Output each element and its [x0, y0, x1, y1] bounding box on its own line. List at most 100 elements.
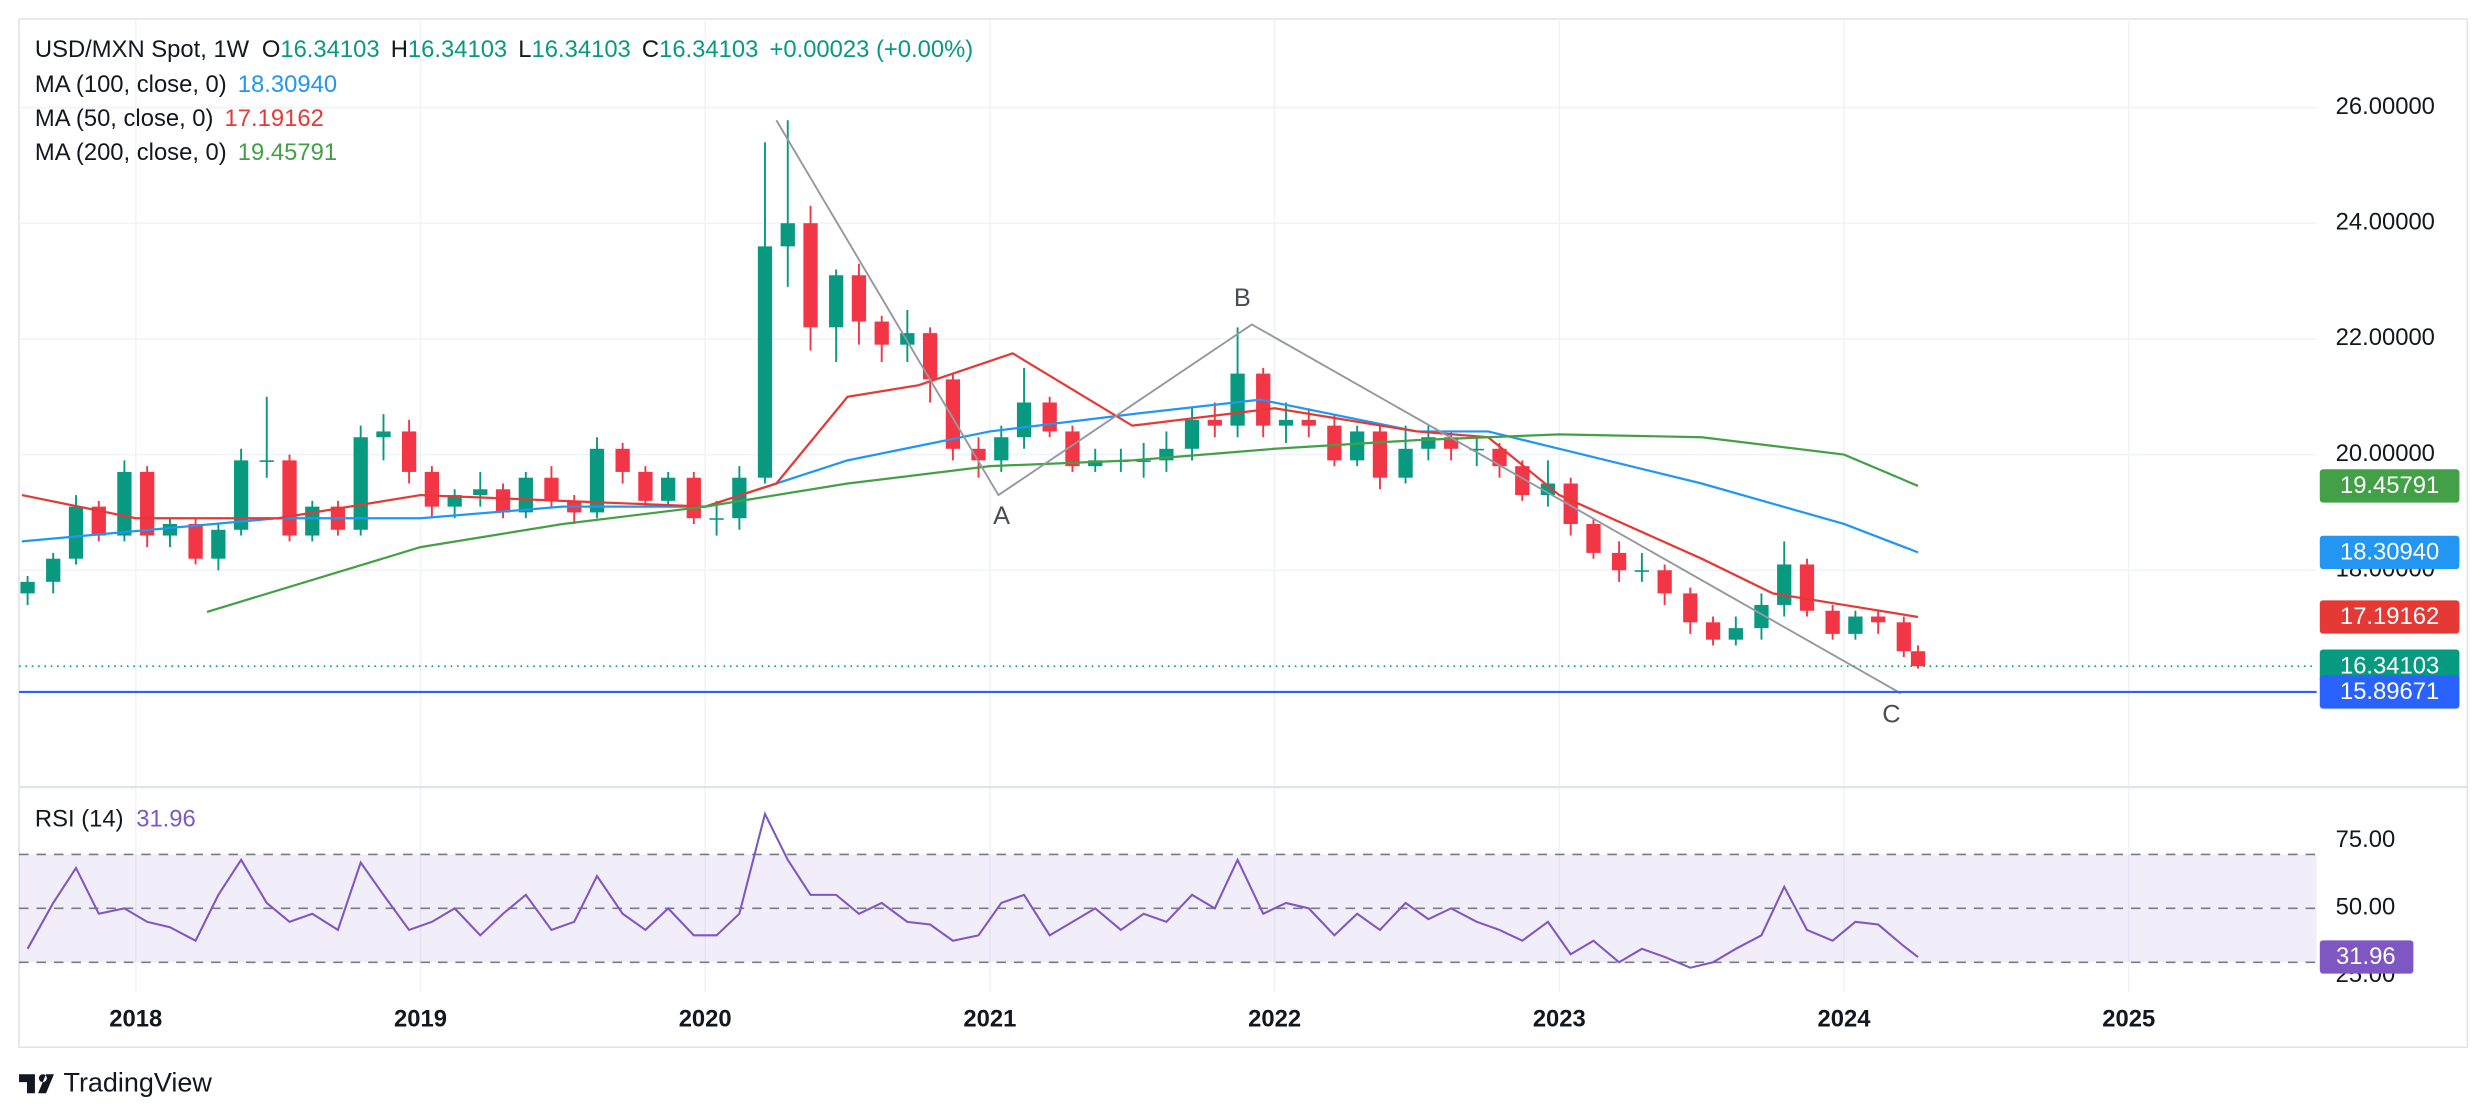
candle-body — [1398, 448, 1413, 478]
legend-text: 31.96 — [136, 806, 196, 833]
candle-body — [945, 379, 961, 449]
legend-text: H — [391, 36, 408, 63]
candle-body — [1848, 616, 1863, 634]
price-badge-label: 17.19162 — [2340, 603, 2439, 630]
y-tick-label: 20.00000 — [2336, 440, 2435, 467]
y-tick-label: 22.00000 — [2336, 324, 2435, 351]
candle-body — [1469, 448, 1484, 451]
candle-body — [376, 431, 391, 438]
moving-average-line — [206, 433, 1919, 613]
candle-body — [353, 437, 368, 530]
candle-body — [233, 460, 249, 530]
x-tick-label: 2020 — [679, 1006, 732, 1033]
rsi-band — [19, 854, 2317, 963]
candles — [20, 120, 1926, 669]
candle-body — [518, 477, 533, 513]
candle-body — [1563, 483, 1578, 524]
abc-pattern-line — [775, 119, 1902, 695]
price-badge — [2319, 649, 2460, 683]
candle-body — [661, 477, 676, 501]
candle-body — [1492, 448, 1507, 467]
legend-text: USD/MXN Spot, 1W — [35, 36, 250, 63]
candle-body — [1683, 593, 1698, 623]
candle-body — [686, 477, 701, 519]
candle-body — [1301, 419, 1316, 426]
pattern-point-label: A — [993, 502, 1010, 530]
candle-body — [1657, 570, 1672, 594]
moving-average-line — [21, 398, 1919, 554]
rsi-badge-label: 31.96 — [2336, 943, 2396, 970]
legend-text: 19.45791 — [238, 139, 337, 166]
legend-text: 16.34103 — [532, 36, 631, 63]
candle-body — [638, 471, 653, 501]
candle-body — [1777, 564, 1792, 605]
candle-body — [1728, 628, 1743, 640]
y-tick-label: 26.00000 — [2336, 93, 2435, 120]
candle-body — [20, 581, 35, 594]
candle-body — [282, 460, 297, 536]
logo-icon — [19, 1074, 54, 1094]
x-tick-label: 2022 — [1248, 1006, 1301, 1033]
candle-body — [401, 431, 417, 472]
price-badge-label: 16.34103 — [2340, 652, 2439, 679]
candle-body — [544, 477, 559, 501]
price-badge — [2319, 535, 2460, 570]
price-badge — [2319, 600, 2460, 634]
candle-body — [495, 489, 511, 513]
frame — [18, 18, 2469, 1049]
legend-text: O — [262, 36, 281, 63]
candle-body — [1705, 622, 1721, 640]
candle-body — [1136, 460, 1151, 462]
price-badge — [2319, 675, 2460, 709]
candle-body — [1016, 402, 1032, 438]
candle-body — [1825, 610, 1840, 634]
candle-body — [1159, 448, 1174, 461]
candle-body — [1065, 431, 1080, 467]
candle-body — [732, 477, 747, 519]
rsi-tick-label: 75.00 — [2336, 826, 2396, 853]
candle-body — [1421, 437, 1436, 449]
candle-body — [1042, 402, 1057, 432]
candle-body — [780, 223, 795, 247]
rsi-line — [26, 811, 1919, 969]
candle-body — [1184, 419, 1200, 449]
legend-text: 17.19162 — [225, 105, 324, 132]
candle-body — [900, 333, 915, 345]
candle-body — [874, 321, 889, 345]
legend-text: 16.34103 — [408, 36, 507, 63]
candle-body — [1910, 651, 1926, 667]
candle-body — [259, 460, 274, 462]
candle-body — [473, 489, 488, 496]
price-badge-label: 19.45791 — [2340, 472, 2439, 499]
rsi-tick-label: 50.00 — [2336, 894, 2396, 921]
candle-body — [615, 448, 630, 472]
candle-body — [447, 495, 462, 507]
candle-body — [589, 448, 605, 513]
candle-body — [922, 333, 938, 380]
candle-body — [1871, 616, 1886, 623]
candle-body — [46, 558, 61, 582]
candle-body — [1278, 419, 1294, 426]
candle-body — [1515, 466, 1530, 496]
price-badge-label: 18.30940 — [2340, 538, 2439, 565]
candle-body — [803, 223, 818, 328]
x-tick-label: 2023 — [1533, 1006, 1586, 1033]
pattern-point-label: C — [1882, 700, 1900, 728]
candle-body — [424, 471, 440, 507]
legend-text: 18.30940 — [238, 71, 337, 98]
pattern-point-label: B — [1234, 284, 1251, 312]
x-tick-label: 2019 — [394, 1006, 447, 1033]
x-tick-label: 2021 — [963, 1006, 1016, 1033]
candle-body — [1088, 460, 1103, 467]
candle-body — [211, 529, 226, 559]
candle-body — [1443, 437, 1459, 449]
candle-body — [188, 523, 203, 559]
candle-body — [68, 506, 84, 559]
candle-body — [829, 275, 844, 328]
candle-body — [140, 471, 155, 536]
candle-body — [757, 246, 773, 478]
candle-body — [851, 275, 867, 322]
legend-text: 16.34103 — [280, 36, 379, 63]
